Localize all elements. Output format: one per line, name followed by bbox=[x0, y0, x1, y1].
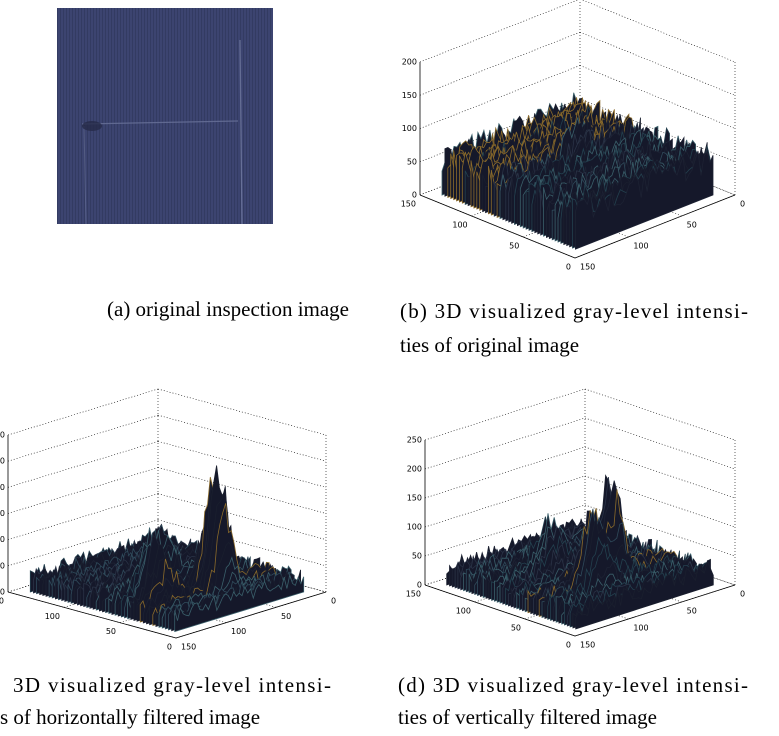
grid-line bbox=[158, 415, 326, 461]
z-tick-label: 50 bbox=[407, 157, 417, 166]
z-tick-label: 0 bbox=[0, 588, 5, 597]
y-tick-label: 0 bbox=[167, 643, 172, 652]
z-tick-label: 100 bbox=[407, 523, 422, 532]
grid-line bbox=[158, 389, 326, 435]
z-tick-label: 300 bbox=[0, 431, 5, 440]
y-tick-label: 100 bbox=[456, 607, 471, 616]
y-tick-label: 100 bbox=[452, 221, 467, 230]
caption: ties of original image bbox=[400, 333, 579, 357]
x-tick-label: 100 bbox=[231, 627, 246, 636]
x-tick-label: 100 bbox=[633, 624, 648, 633]
caption: 3D visualized gray-level intensi- bbox=[13, 673, 331, 697]
figure: (a) original inspection image 0 50 100 150 2… bbox=[0, 0, 779, 736]
z-tick-label: 200 bbox=[407, 465, 422, 474]
surface-plot: 0 50 100 150 200 250 150 100 50 0 0 50 100 150 bbox=[406, 389, 745, 650]
inspection-image bbox=[57, 8, 273, 224]
z-tick-label: 100 bbox=[402, 124, 417, 133]
y-tick-label: 150 bbox=[0, 597, 4, 606]
caption: (a) original inspection image bbox=[107, 297, 349, 321]
y-tick-label: 0 bbox=[566, 263, 571, 272]
grid-line bbox=[580, 0, 735, 62]
grid-line bbox=[8, 415, 158, 461]
grid-line bbox=[425, 418, 585, 469]
x-tick-label: 150 bbox=[580, 641, 595, 650]
x-tick-label: 50 bbox=[687, 221, 697, 230]
z-tick-label: 100 bbox=[0, 535, 5, 544]
z-tick-label: 200 bbox=[0, 483, 5, 492]
grid-line bbox=[8, 494, 158, 540]
x-tick-label: 50 bbox=[281, 612, 291, 621]
surface-plot: 0 50 100 150 200 150 100 50 0 0 50 100 150 bbox=[401, 0, 745, 272]
x-tick-label: 50 bbox=[687, 607, 697, 616]
grid-line bbox=[8, 389, 158, 435]
z-tick-label: 0 bbox=[412, 191, 417, 200]
x-tick-label: 0 bbox=[740, 200, 745, 209]
y-tick-label: 0 bbox=[566, 641, 571, 650]
grid-line bbox=[420, 0, 580, 62]
z-tick-label: 150 bbox=[402, 91, 417, 100]
z-tick-label: 200 bbox=[402, 58, 417, 67]
z-tick-label: 150 bbox=[0, 509, 5, 518]
grid-line bbox=[158, 441, 326, 487]
grid-line bbox=[425, 476, 585, 527]
y-tick-label: 150 bbox=[406, 590, 421, 599]
z-tick-label: 250 bbox=[407, 436, 422, 445]
caption: s of horizontally filtered image bbox=[0, 705, 260, 729]
caption: ties of vertically filtered image bbox=[398, 705, 657, 729]
y-tick-label: 100 bbox=[45, 612, 60, 621]
grid-line bbox=[8, 468, 158, 514]
x-tick-label: 150 bbox=[580, 263, 595, 272]
z-tick-label: 0 bbox=[417, 581, 422, 590]
grid-line bbox=[425, 389, 585, 440]
caption: (b) 3D visualized gray-level intensi- bbox=[400, 299, 748, 323]
x-tick-label: 0 bbox=[740, 590, 745, 599]
z-tick-label: 50 bbox=[412, 552, 422, 561]
x-tick-label: 100 bbox=[633, 242, 648, 251]
grid-line bbox=[585, 389, 735, 440]
grid-line bbox=[8, 441, 158, 487]
z-tick-label: 150 bbox=[407, 494, 422, 503]
grid-line bbox=[580, 32, 735, 95]
y-tick-label: 50 bbox=[511, 624, 521, 633]
grid-line bbox=[158, 468, 326, 514]
y-tick-label: 50 bbox=[509, 242, 519, 251]
y-tick-label: 50 bbox=[106, 627, 116, 636]
z-tick-label: 50 bbox=[0, 561, 5, 570]
grid-line bbox=[585, 418, 735, 469]
z-tick-label: 250 bbox=[0, 457, 5, 466]
x-tick-label: 150 bbox=[181, 643, 196, 652]
x-tick-label: 0 bbox=[331, 597, 336, 606]
grid-line bbox=[425, 447, 585, 498]
surface-plot: 0 50 100 150 200 250 300 150 100 50 0 0 50 100 150 bbox=[0, 389, 336, 652]
y-tick-label: 150 bbox=[401, 200, 416, 209]
grid-line bbox=[420, 32, 580, 95]
caption: (d) 3D visualized gray-level intensi- bbox=[398, 673, 748, 697]
grid-line bbox=[158, 494, 326, 540]
